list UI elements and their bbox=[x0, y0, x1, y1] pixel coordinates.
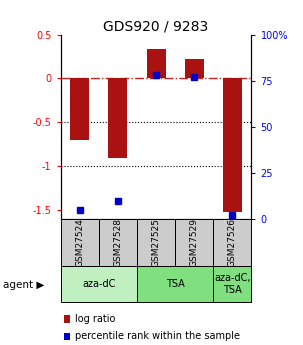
Text: agent ▶: agent ▶ bbox=[3, 280, 45, 289]
Bar bbox=[213, 219, 251, 266]
Bar bbox=[213, 266, 251, 302]
Bar bbox=[61, 266, 137, 302]
Text: GSM27526: GSM27526 bbox=[228, 218, 237, 267]
Bar bbox=[70, 78, 89, 140]
Text: GSM27524: GSM27524 bbox=[75, 218, 84, 267]
Text: percentile rank within the sample: percentile rank within the sample bbox=[75, 332, 240, 341]
Bar bbox=[108, 78, 128, 158]
Text: aza-dC: aza-dC bbox=[82, 279, 115, 289]
Bar bbox=[147, 49, 166, 78]
Bar bbox=[175, 219, 213, 266]
Bar bbox=[99, 219, 137, 266]
Text: GSM27528: GSM27528 bbox=[113, 218, 122, 267]
Text: TSA: TSA bbox=[166, 279, 185, 289]
Bar bbox=[61, 219, 99, 266]
Bar bbox=[223, 78, 242, 212]
Text: GSM27525: GSM27525 bbox=[152, 218, 161, 267]
Text: aza-dC,
TSA: aza-dC, TSA bbox=[214, 273, 251, 295]
Title: GDS920 / 9283: GDS920 / 9283 bbox=[103, 19, 209, 33]
Bar bbox=[185, 59, 204, 78]
Bar bbox=[137, 266, 213, 302]
Bar bbox=[137, 219, 175, 266]
Text: GSM27529: GSM27529 bbox=[190, 218, 199, 267]
Text: log ratio: log ratio bbox=[75, 314, 115, 324]
